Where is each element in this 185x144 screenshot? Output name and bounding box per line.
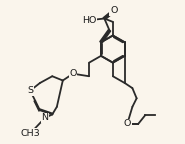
Text: N: N [41,113,48,122]
Text: O: O [69,69,77,78]
Text: HO: HO [82,16,96,25]
Text: CH3: CH3 [20,129,40,138]
Text: O: O [110,6,117,15]
Text: S: S [27,86,33,95]
Text: O: O [124,119,131,128]
